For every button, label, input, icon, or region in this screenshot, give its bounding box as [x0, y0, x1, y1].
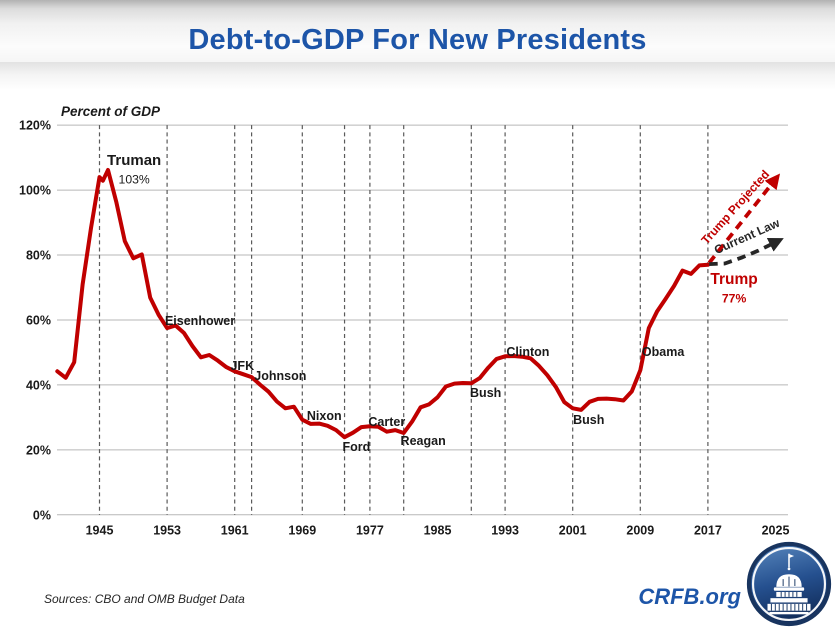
header-shadow — [0, 62, 835, 90]
x-tick-label: 2001 — [559, 524, 587, 538]
x-tick-label: 1985 — [424, 524, 452, 538]
president-label: Trump — [710, 271, 757, 288]
president-label: Ford — [342, 440, 370, 454]
x-tick-label: 1969 — [288, 524, 316, 538]
page-title: Debt-to-GDP For New Presidents — [188, 24, 647, 56]
x-tick-label: 2017 — [694, 524, 722, 538]
x-tick-label: 1993 — [491, 524, 519, 538]
y-tick-label: 60% — [26, 313, 51, 327]
y-tick-label: 40% — [26, 378, 51, 392]
president-value-label: 77% — [722, 292, 747, 306]
debt-line — [55, 168, 710, 440]
x-tick-label: 1961 — [221, 524, 249, 538]
president-label: Reagan — [401, 434, 446, 448]
president-label: Obama — [642, 345, 685, 359]
president-value-label: 103% — [119, 172, 150, 186]
president-label: Clinton — [506, 345, 549, 359]
x-tick-label: 2025 — [762, 524, 790, 538]
president-label: Eisenhower — [165, 314, 235, 328]
y-tick-label: 20% — [26, 443, 51, 457]
president-label: Bush — [573, 413, 604, 427]
x-tick-label: 1953 — [153, 524, 181, 538]
president-label: Johnson — [254, 369, 306, 383]
y-tick-label: 120% — [19, 119, 51, 133]
axis-note: Percent of GDP — [61, 104, 161, 119]
projection-line-trump-projected — [707, 173, 781, 264]
x-tick-label: 2009 — [626, 524, 654, 538]
sources-note: Sources: CBO and OMB Budget Data — [44, 592, 245, 606]
x-tick-label: 1977 — [356, 524, 384, 538]
president-label: JFK — [230, 359, 254, 373]
y-tick-label: 80% — [26, 249, 51, 263]
projection-line-current-law — [709, 237, 784, 266]
president-label: Truman — [107, 152, 161, 169]
capitol-icon — [746, 541, 832, 627]
y-tick-label: 0% — [33, 508, 51, 522]
x-tick-label: 1945 — [86, 524, 114, 538]
brand-wordmark: CRFB.org — [638, 584, 741, 609]
president-label: Nixon — [307, 409, 342, 423]
president-label: Bush — [470, 386, 501, 400]
president-label: Carter — [368, 415, 405, 429]
y-tick-label: 100% — [19, 184, 51, 198]
header-band — [0, 0, 835, 62]
crfb-logo — [746, 541, 832, 627]
